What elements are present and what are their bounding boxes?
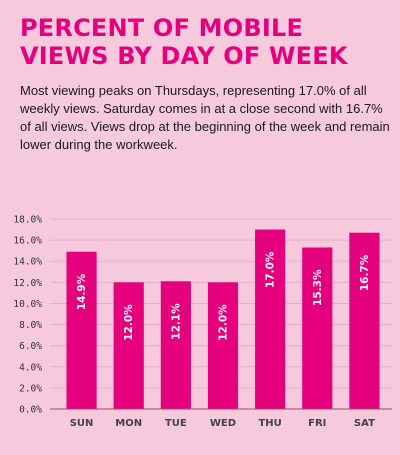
y-tick-label: 12.0% [13, 278, 42, 289]
chart-title: PERCENT OF MOBILE VIEWS BY DAY OF WEEK [20, 14, 348, 70]
x-tick-label-sat: SAT [354, 418, 375, 429]
value-label-tue: 12.1% [170, 303, 182, 340]
value-label-wed: 12.0% [218, 304, 230, 341]
value-label-sat: 16.7% [359, 254, 371, 291]
y-tick-label: 0.0% [19, 405, 42, 416]
x-tick-label-wed: WED [210, 418, 236, 429]
x-tick-label-sun: SUN [70, 418, 94, 429]
value-label-mon: 12.0% [123, 304, 135, 341]
bar-sun [66, 251, 97, 409]
y-tick-label: 16.0% [13, 236, 42, 247]
bar-tue [160, 281, 191, 409]
x-axis-labels: SUN MON TUE WED THU FRI SAT [70, 418, 375, 429]
bar-mon [113, 282, 144, 409]
value-label-sun: 14.9% [76, 273, 88, 310]
y-tick-label: 18.0% [13, 215, 42, 226]
y-axis-ticks: 0.0% 2.0% 4.0% 6.0% 8.0% 10.0% 12.0% 14.0% 16.0%… [13, 215, 42, 416]
y-tick-label: 2.0% [19, 383, 42, 394]
chart-description: Most viewing peaks on Thursdays, represe… [20, 83, 390, 152]
value-labels: 14.9% 12.0% 12.1% 12.0% 17.0% 15.3% 16.7% [76, 251, 371, 341]
x-tick-label-mon: MON [115, 418, 142, 429]
bar-thu [255, 229, 286, 409]
bar-sat [349, 232, 380, 409]
y-tick-label: 14.0% [13, 257, 42, 268]
x-tick-label-fri: FRI [308, 418, 326, 429]
x-tick-label-tue: TUE [165, 418, 187, 429]
y-tick-label: 4.0% [19, 362, 42, 373]
value-label-thu: 17.0% [265, 251, 277, 288]
bar-fri [302, 247, 333, 409]
bars [66, 229, 380, 409]
y-tick-label: 8.0% [19, 320, 42, 331]
y-tick-label: 6.0% [19, 341, 42, 352]
x-tick-label-thu: THU [258, 418, 281, 429]
value-label-fri: 15.3% [312, 269, 324, 306]
y-tick-label: 10.0% [13, 299, 42, 310]
bar-wed [207, 282, 239, 409]
